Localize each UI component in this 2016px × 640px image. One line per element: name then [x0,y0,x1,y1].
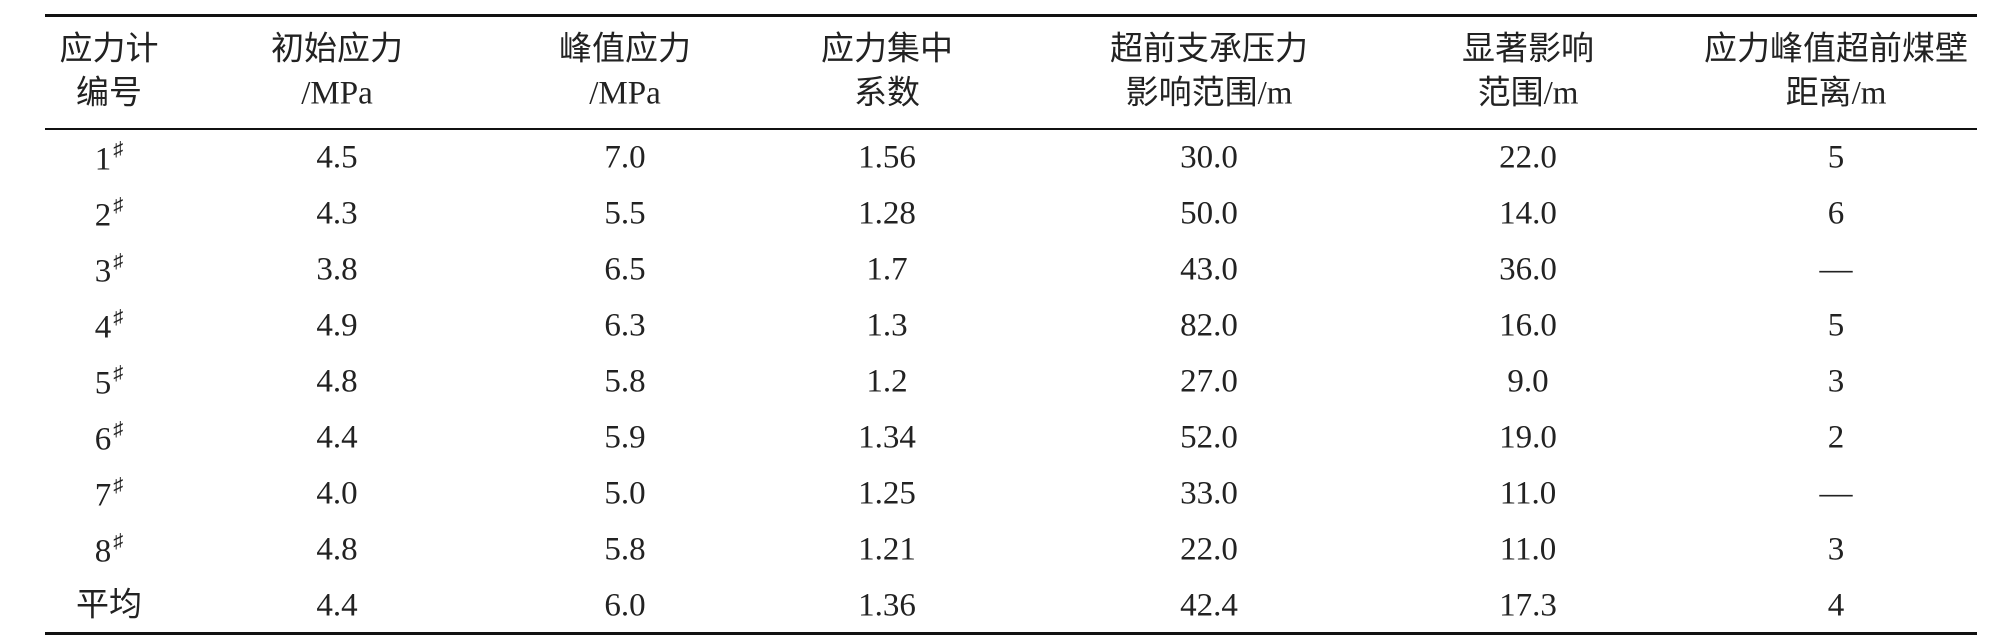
row-label: 平均 [76,587,142,624]
header-cell: /MPa [589,75,661,112]
header-cell: 峰值应力 [559,31,691,68]
table-cell: 5.8 [604,363,646,400]
table-cell: 5.5 [604,195,646,232]
table-cell: 5.9 [604,419,646,456]
table-cell: 4.0 [316,475,358,512]
header-cell: 超前支承压力 [1110,31,1308,68]
table-cell: 14.0 [1499,195,1557,232]
table-cell: 4.4 [316,419,358,456]
table-cell: 17.3 [1499,587,1557,624]
header-cell: 应力集中 [821,31,953,68]
table-cell: 6 [1827,195,1845,232]
row-sup: ♯ [113,530,124,553]
row-number: 7 [94,477,112,514]
row-label: 3 ♯ [95,252,124,289]
table-cell: 6.3 [604,307,646,344]
table-cell: 9.0 [1507,363,1549,400]
row-sup: ♯ [113,306,124,329]
table-cell: 4.8 [316,363,358,400]
table-cell: 4 [1827,587,1845,624]
table-cell: 82.0 [1180,307,1238,344]
header-cell: /MPa [301,75,373,112]
header-cell: 编号 [76,75,142,112]
table-cell: 1.7 [866,251,908,288]
header-cell: 显著影响 [1462,31,1594,68]
table-cell: 6.0 [604,587,646,624]
table-cell: 3 [1827,363,1845,400]
table-cell: 50.0 [1180,195,1238,232]
table-cell: 5.0 [604,475,646,512]
row-label: 2 ♯ [95,196,124,233]
row-label: 5 ♯ [95,364,124,401]
table-cell: 22.0 [1180,531,1238,568]
header-cell: 距离/m [1785,75,1887,112]
row-number: 3 [94,253,112,290]
table-cell: 1.34 [858,419,916,456]
table-cell: 1.21 [858,531,916,568]
row-label: 6 ♯ [95,420,124,457]
table-cell: — [1819,475,1853,512]
header-cell: 系数 [854,75,920,112]
header-cell: 初始应力 [271,31,403,68]
row-number: 4 [94,309,112,346]
header-cell: 影响范围/m [1125,75,1293,112]
table-cell: 4.9 [316,307,358,344]
table-cell: 4.4 [316,587,358,624]
row-sup: ♯ [113,362,124,385]
table-cell: 27.0 [1180,363,1238,400]
top-rule [45,14,1977,17]
table-cell: 3.8 [316,251,358,288]
row-sup: ♯ [113,194,124,217]
bottom-rule [45,632,1977,635]
header-rule [45,128,1977,130]
table-cell: 3 [1827,531,1845,568]
table-cell: 19.0 [1499,419,1557,456]
table-cell: 1.3 [866,307,908,344]
table-cell: 2 [1827,419,1845,456]
table-cell: 22.0 [1499,139,1557,176]
table-cell: 4.3 [316,195,358,232]
table-cell: 11.0 [1499,531,1557,568]
table-cell: 1.36 [858,587,916,624]
table-cell: 1.56 [858,139,916,176]
row-label: 4 ♯ [95,308,124,345]
header-cell: 应力计 [59,31,159,68]
row-number: 5 [94,365,112,402]
table-cell: 4.8 [316,531,358,568]
header-cell: 范围/m [1477,75,1579,112]
row-number: 8 [94,533,112,570]
table-cell: 5 [1827,139,1845,176]
table-cell: 33.0 [1180,475,1238,512]
table-cell: 42.4 [1180,587,1238,624]
row-sup: ♯ [113,250,124,273]
table-cell: 7.0 [604,139,646,176]
table-cell: 36.0 [1499,251,1557,288]
row-number: 6 [94,421,112,458]
row-number: 1 [94,141,112,178]
row-sup: ♯ [113,138,124,161]
row-sup: ♯ [113,474,124,497]
table-cell: 52.0 [1180,419,1238,456]
table-cell: 30.0 [1180,139,1238,176]
table-cell: 5.8 [604,531,646,568]
table-cell: 4.5 [316,139,358,176]
header-cell: 应力峰值超前煤壁 [1704,31,1968,68]
table-cell: 43.0 [1180,251,1238,288]
table-cell: 16.0 [1499,307,1557,344]
table-cell: — [1819,251,1853,288]
table-cell: 6.5 [604,251,646,288]
row-sup: ♯ [113,418,124,441]
row-label: 8 ♯ [95,532,124,569]
table-cell: 1.2 [866,363,908,400]
row-label: 1 ♯ [95,140,124,177]
row-label: 7 ♯ [95,476,124,513]
table-cell: 1.25 [858,475,916,512]
row-number: 2 [94,197,112,234]
table-cell: 5 [1827,307,1845,344]
table-cell: 11.0 [1499,475,1557,512]
table-cell: 1.28 [858,195,916,232]
